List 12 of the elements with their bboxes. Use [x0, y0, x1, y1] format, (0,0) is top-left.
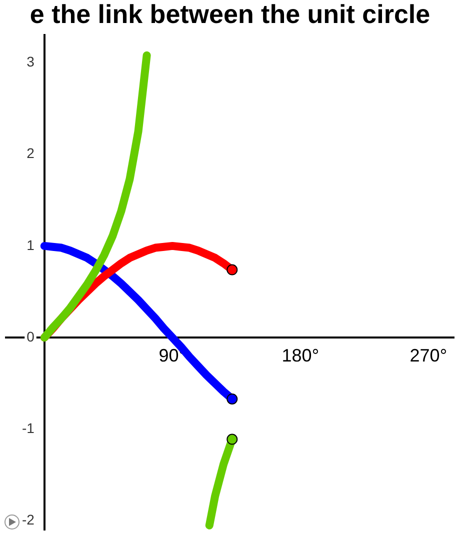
point	[226, 393, 238, 404]
x-tick-label: 270°	[410, 345, 448, 366]
y-tick-label: -2	[22, 512, 35, 528]
chart-title: e the link between the unit circle	[30, 0, 430, 29]
point	[226, 264, 238, 276]
y-tick-label: 1	[26, 236, 35, 253]
y-tick-label: 3	[26, 54, 35, 70]
y-tick-label: -1	[22, 420, 35, 436]
point	[226, 434, 238, 445]
x-tick-label: 180°	[282, 345, 320, 366]
y-tick-label: 0	[26, 328, 35, 344]
y-tick-label: 2	[26, 145, 35, 162]
